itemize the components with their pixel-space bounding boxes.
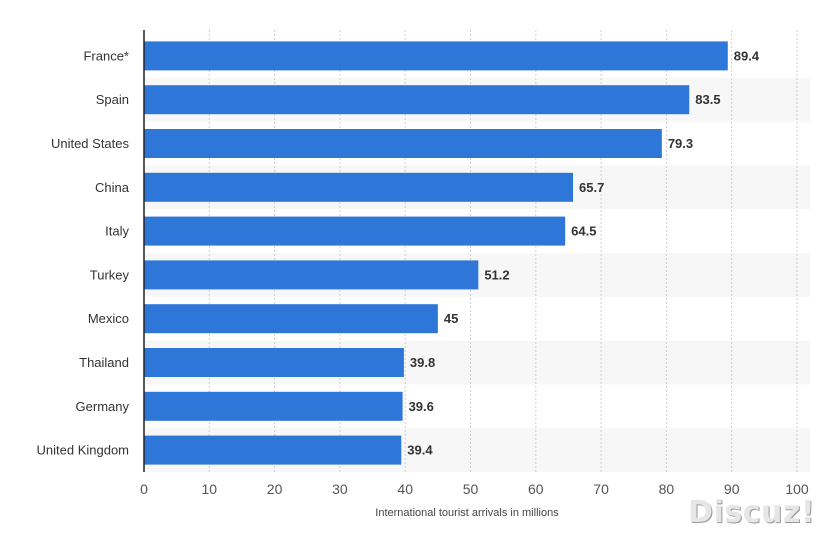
- data-labels: 89.4 83.5 79.3 65.7 64.5 51.2 45 39.8 39.6 39.4: [407, 48, 760, 457]
- data-label: 65.7: [579, 180, 604, 195]
- category-label: United States: [51, 136, 130, 151]
- x-tick-label: 60: [528, 481, 544, 497]
- data-label: 39.8: [410, 355, 435, 370]
- bars: [144, 41, 728, 465]
- bar: [144, 304, 438, 334]
- x-tick-label: 100: [785, 481, 809, 497]
- category-label: Germany: [76, 399, 130, 414]
- category-label: France*: [83, 48, 129, 63]
- x-tick-label: 40: [397, 481, 413, 497]
- data-label: 83.5: [695, 92, 720, 107]
- bar: [144, 348, 404, 377]
- data-label: 45: [444, 311, 458, 326]
- x-tick-label: 50: [463, 481, 479, 497]
- category-label: Spain: [96, 92, 129, 107]
- x-tick-label: 10: [202, 481, 218, 497]
- category-labels: France* Spain United States China Italy Turke…: [37, 48, 130, 457]
- bar: [144, 172, 574, 202]
- x-tick-label: 30: [332, 481, 348, 497]
- category-label: Mexico: [88, 311, 129, 326]
- x-tick-label: 90: [724, 481, 740, 497]
- bar: [144, 85, 690, 115]
- category-label: China: [95, 180, 130, 195]
- bar: [144, 435, 402, 465]
- watermark-logo: Discuz!: [688, 495, 815, 530]
- x-tick-label: 80: [659, 481, 675, 497]
- x-tick-label: 70: [593, 481, 609, 497]
- category-label: Thailand: [79, 355, 129, 370]
- x-tick-labels: 0 10 20 30 40 50 60 70 80 90 100: [140, 481, 809, 497]
- data-label: 64.5: [571, 224, 596, 239]
- data-label: 51.2: [484, 267, 509, 282]
- bar: [144, 216, 566, 246]
- x-tick-label: 20: [267, 481, 283, 497]
- bar: [144, 129, 662, 158]
- category-label: Turkey: [90, 267, 130, 282]
- bar: [144, 391, 403, 421]
- category-label: Italy: [105, 224, 129, 239]
- bar: [144, 41, 728, 71]
- category-label: United Kingdom: [37, 443, 130, 458]
- x-tick-label: 0: [140, 481, 148, 497]
- data-label: 39.4: [407, 443, 433, 458]
- data-label: 79.3: [668, 136, 693, 151]
- data-label: 89.4: [734, 48, 760, 63]
- bar: [144, 260, 479, 290]
- data-label: 39.6: [409, 399, 434, 414]
- x-axis-title: International tourist arrivals in millio…: [375, 507, 559, 519]
